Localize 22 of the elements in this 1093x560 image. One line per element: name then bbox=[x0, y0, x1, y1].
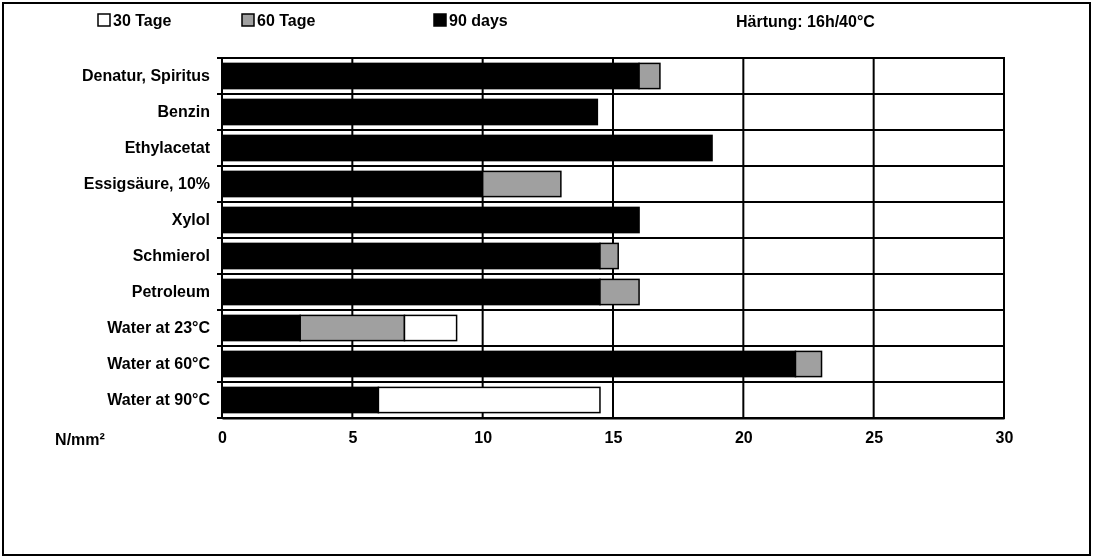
y-tick-label: Petroleum bbox=[131, 283, 210, 301]
legend-label: 60 Tage bbox=[257, 12, 316, 29]
y-tick-label: Water at 60°C bbox=[107, 355, 211, 373]
legend-label: 90 days bbox=[449, 12, 508, 29]
x-tick-label: 20 bbox=[734, 429, 753, 447]
x-tick-label: 0 bbox=[218, 429, 228, 447]
y-tick-label: Essigsäure, 10% bbox=[83, 175, 210, 193]
legend-label: 30 Tage bbox=[113, 12, 172, 29]
y-tick-label: Xylol bbox=[171, 211, 210, 229]
x-tick-label: 5 bbox=[348, 429, 358, 447]
x-tick-label: 15 bbox=[604, 429, 623, 447]
y-tick-label: Benzin bbox=[157, 103, 210, 121]
x-tick-label: 25 bbox=[865, 429, 884, 447]
text: Härtung: 16h/40°C bbox=[736, 13, 876, 30]
y-tick-label: Water at 23°C bbox=[107, 319, 211, 337]
x-axis-title: N/mm² bbox=[55, 431, 105, 448]
x-tick-label: 30 bbox=[995, 429, 1014, 447]
y-tick-label: Water at 90°C bbox=[107, 391, 211, 409]
y-tick-label: Ethylacetat bbox=[124, 139, 211, 157]
y-tick-label: Denatur, Spiritus bbox=[81, 67, 211, 85]
x-tick-label: 10 bbox=[474, 429, 493, 447]
y-tick-label: Schmierol bbox=[132, 247, 210, 265]
